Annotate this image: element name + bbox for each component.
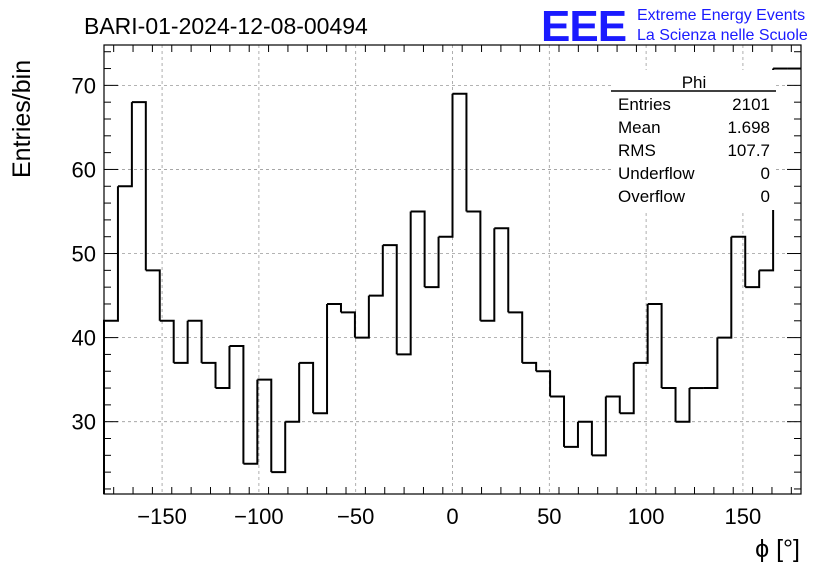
histogram-bin (647, 302, 663, 389)
stats-box: Phi Entries 2101 Mean 1.698 RMS 107.7 Un… (611, 70, 776, 210)
histogram-bin (633, 303, 649, 364)
histogram-bin (438, 93, 454, 238)
histogram-bin (103, 186, 119, 494)
stats-label-rms: RMS (618, 141, 656, 160)
stats-value-overflow: 0 (761, 187, 770, 206)
histogram-bin (327, 302, 342, 313)
histogram-bin (187, 319, 203, 363)
histogram-bin (466, 210, 482, 321)
y-axis-label: Entries/bin (8, 60, 36, 178)
histogram-bin (661, 387, 677, 422)
eee-logo-mark: EEE (541, 2, 626, 51)
stats-value-rms: 107.7 (727, 141, 770, 160)
stats-value-underflow: 0 (761, 164, 770, 183)
histogram-bin (368, 245, 384, 297)
histogram-bin (452, 92, 468, 212)
histogram-bin (313, 303, 329, 415)
histogram-bin (591, 396, 607, 457)
histogram-bin (675, 388, 691, 423)
x-tick-label: −150 (137, 504, 187, 529)
histogram-bin (424, 236, 440, 289)
x-axis-label: ϕ [°] (755, 535, 800, 563)
histogram-bin (564, 421, 579, 448)
histogram-bin (508, 311, 524, 363)
stats-label-mean: Mean (618, 118, 661, 137)
chart-title: BARI-01-2024-12-08-00494 (84, 13, 368, 39)
histogram-bin (215, 346, 231, 390)
histogram-bin (354, 295, 370, 339)
histogram-bin (117, 102, 133, 188)
histogram-bin (229, 345, 245, 464)
plot-frame (103, 44, 802, 495)
y-tick-label: 70 (72, 73, 96, 98)
histogram-bin (717, 236, 733, 339)
stats-box-background (611, 70, 776, 210)
x-tick-label: 0 (446, 504, 458, 529)
stats-value-mean: 1.698 (727, 118, 770, 137)
x-tick-label: −50 (337, 504, 374, 529)
x-tick-label: 100 (628, 504, 665, 529)
histogram-bin (396, 211, 412, 356)
stats-value-entries: 2101 (732, 95, 770, 114)
stats-label-entries: Entries (618, 95, 671, 114)
y-tick-labels: 30 40 50 60 70 (72, 73, 96, 434)
histogram-bin (577, 420, 593, 456)
y-tick-label: 50 (72, 242, 96, 267)
histogram-bin (285, 362, 301, 423)
histogram-bin (703, 337, 719, 390)
stats-label-overflow: Overflow (618, 187, 686, 206)
histogram-bin (159, 319, 175, 363)
histogram-bin (340, 311, 356, 338)
histogram-bin (145, 269, 161, 321)
histogram-bin (271, 421, 287, 474)
stats-box-name: Phi (682, 73, 707, 92)
histogram-bin (745, 270, 761, 289)
histogram-bin (410, 210, 426, 288)
histogram-bin (550, 395, 566, 447)
logo-line-1: Extreme Energy Events (637, 7, 805, 24)
histogram-bin (731, 235, 747, 288)
histogram-bin (480, 228, 496, 322)
histogram-bin (619, 362, 635, 415)
histogram-bin (494, 227, 510, 313)
x-tick-label: −100 (234, 504, 284, 529)
stats-label-underflow: Underflow (618, 164, 695, 183)
histogram-bin (536, 370, 552, 397)
histogram-bin (605, 395, 621, 414)
x-tick-label: 50 (537, 504, 561, 529)
x-tick-labels: −150 −100 −50 0 50 100 150 (137, 504, 761, 529)
histogram-bin (173, 320, 189, 364)
histogram-bin (299, 361, 315, 414)
axis-ticks (104, 45, 801, 494)
logo-line-2: La Scienza nelle Scuole (637, 27, 808, 44)
histogram-bin (257, 378, 273, 473)
x-tick-label: 150 (725, 504, 762, 529)
y-tick-label: 30 (72, 410, 96, 435)
y-tick-label: 40 (72, 326, 96, 351)
histogram-bin (522, 361, 538, 372)
histogram-bin (201, 361, 217, 389)
histogram-bin (382, 244, 398, 355)
y-tick-label: 60 (72, 157, 96, 182)
histogram-bin (243, 379, 259, 465)
histogram-bin (131, 101, 147, 271)
